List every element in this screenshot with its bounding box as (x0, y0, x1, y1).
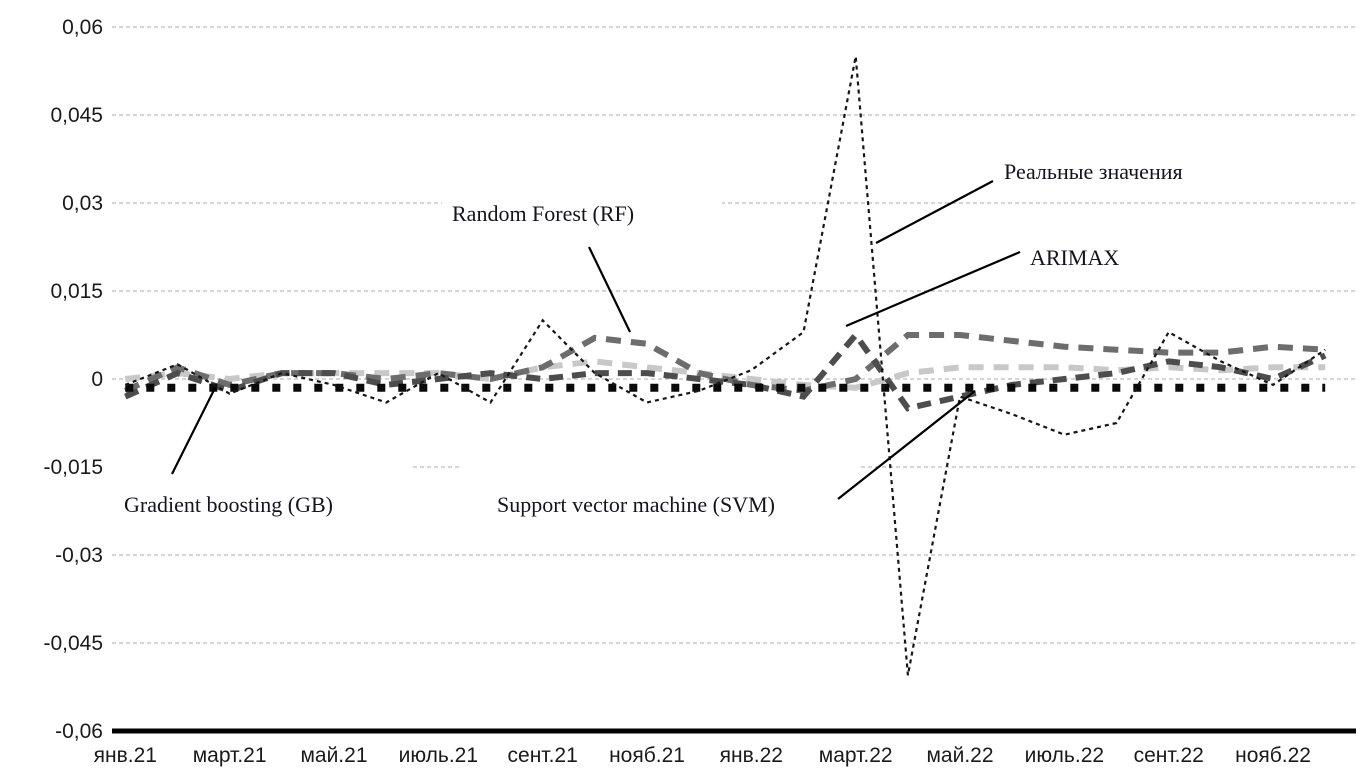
x-tick-label: нояб.21 (609, 744, 685, 767)
x-tick-label: июль.21 (399, 744, 478, 767)
y-tick-label: -0,045 (43, 632, 103, 655)
annotation-box (1022, 236, 1150, 274)
y-tick-label: -0,06 (55, 720, 103, 743)
series-line (124, 56, 1326, 676)
y-tick-label: 0 (91, 368, 103, 391)
x-tick-label: янв.22 (720, 744, 783, 767)
y-tick-label: 0,06 (62, 16, 103, 39)
annotation-label: Support vector machine (SVM) (497, 492, 775, 517)
x-tick-label: сент.21 (508, 744, 578, 767)
y-tick-label: 0,03 (62, 192, 103, 215)
annotation-box (996, 150, 1220, 188)
x-tick-label: сент.22 (1134, 744, 1204, 767)
annotation-callout-line (875, 180, 994, 244)
series-line (124, 330, 1327, 412)
x-tick-label: май.22 (926, 744, 993, 767)
x-tick-label: янв.21 (94, 744, 157, 767)
annotation-label: Random Forest (RF) (452, 201, 634, 226)
annotation-callout-line (845, 250, 1021, 328)
series-line (124, 332, 1326, 394)
x-tick-label: март.21 (193, 744, 267, 767)
annotation-box (442, 188, 722, 230)
x-tick-label: март.22 (819, 744, 893, 767)
x-tick-label: май.21 (300, 744, 367, 767)
y-tick-label: 0,045 (50, 104, 103, 127)
annotation-box (462, 452, 858, 522)
x-tick-label: июль.22 (1025, 744, 1104, 767)
y-tick-label: -0,03 (55, 544, 103, 567)
x-tick-label: нояб.22 (1235, 744, 1311, 767)
annotation-callout-line (837, 390, 976, 500)
annotation-label: Реальные значения (1004, 159, 1183, 184)
annotation-label: ARIMAX (1030, 245, 1119, 270)
annotation-box (106, 452, 410, 522)
y-tick-label: -0,015 (43, 456, 103, 479)
annotation-callout-line (171, 387, 216, 475)
annotation-callout-line (588, 246, 631, 333)
annotation-label: Gradient boosting (GB) (124, 492, 333, 517)
y-tick-label: 0,015 (50, 280, 103, 303)
